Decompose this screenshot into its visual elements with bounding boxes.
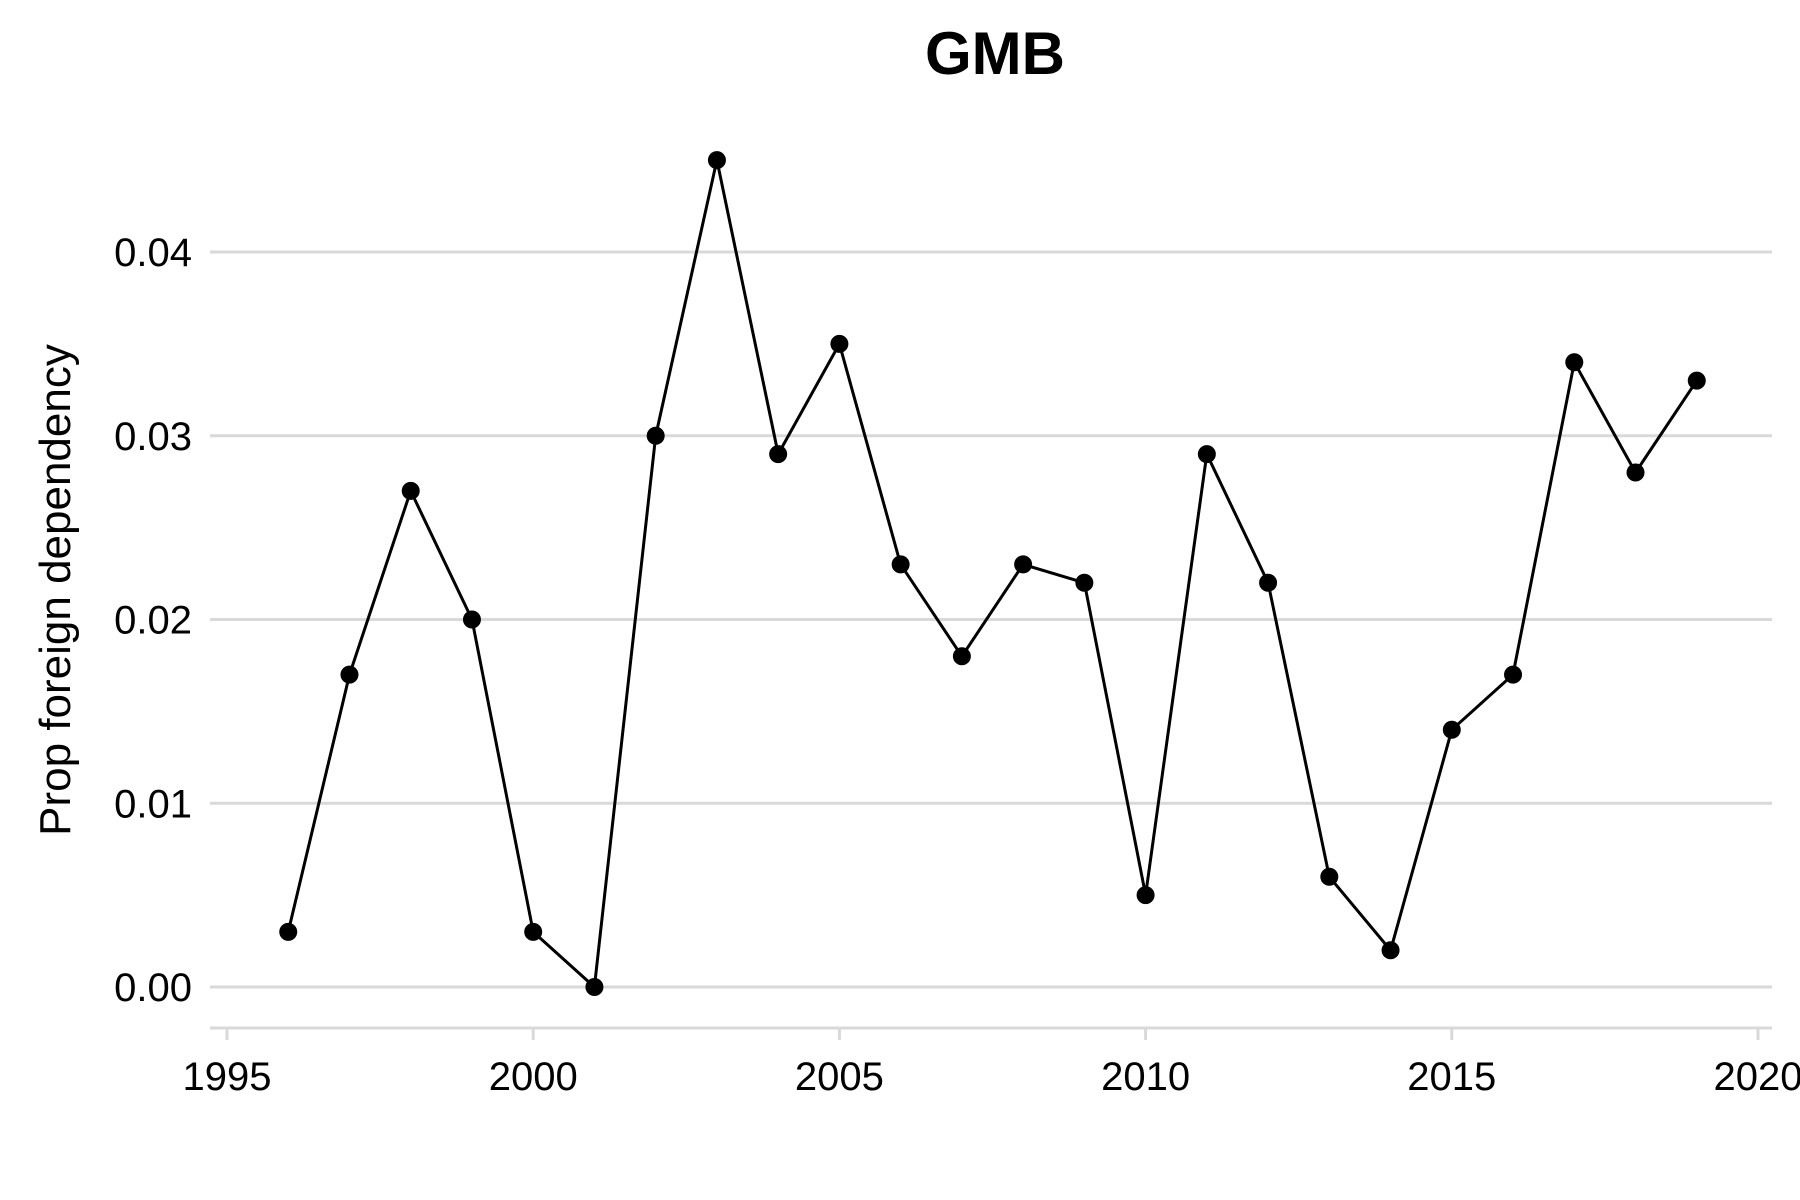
x-tick-label: 2020 bbox=[1714, 1055, 1800, 1099]
data-point bbox=[1687, 371, 1706, 390]
chart-title: GMB bbox=[925, 20, 1065, 87]
x-tick-label: 1995 bbox=[183, 1055, 272, 1099]
data-point bbox=[1259, 573, 1278, 592]
y-tick-label: 0.01 bbox=[114, 782, 192, 826]
data-point bbox=[340, 665, 359, 684]
data-point bbox=[1442, 720, 1461, 739]
data-point bbox=[279, 922, 298, 941]
data-point bbox=[646, 426, 665, 445]
series-layer bbox=[279, 151, 1706, 996]
data-point bbox=[891, 555, 910, 574]
data-point bbox=[1626, 463, 1645, 482]
y-tick-label: 0.02 bbox=[114, 599, 192, 643]
data-point bbox=[462, 610, 481, 629]
data-point bbox=[1381, 941, 1400, 960]
y-axis-label: Prop foreign dependency bbox=[31, 344, 80, 836]
data-point bbox=[1075, 573, 1094, 592]
x-axis-ticks: 1995 2000 2005 2010 2015 2020 bbox=[183, 1028, 1800, 1099]
x-tick-label: 2015 bbox=[1407, 1055, 1496, 1099]
data-point bbox=[585, 978, 604, 996]
series-line bbox=[286, 159, 1699, 991]
data-point bbox=[1320, 867, 1339, 886]
data-point bbox=[1504, 665, 1523, 684]
data-point bbox=[1014, 555, 1033, 574]
data-point bbox=[401, 481, 420, 500]
x-tick-label: 2000 bbox=[489, 1055, 578, 1099]
y-tick-label: 0.00 bbox=[114, 966, 192, 1010]
data-point bbox=[952, 647, 971, 666]
data-point bbox=[830, 334, 849, 353]
x-tick-label: 2010 bbox=[1101, 1055, 1190, 1099]
data-point bbox=[769, 445, 788, 464]
data-point bbox=[707, 151, 726, 170]
y-tick-label: 0.03 bbox=[114, 415, 192, 459]
data-point bbox=[524, 922, 543, 941]
x-tick-label: 2005 bbox=[795, 1055, 884, 1099]
y-axis-ticks: 0.00 0.01 0.02 0.03 0.04 bbox=[114, 231, 192, 1010]
gridlines bbox=[210, 250, 1772, 989]
data-point bbox=[1136, 886, 1155, 905]
data-point bbox=[1565, 353, 1584, 372]
y-tick-label: 0.04 bbox=[114, 231, 192, 275]
data-point bbox=[1197, 445, 1216, 464]
